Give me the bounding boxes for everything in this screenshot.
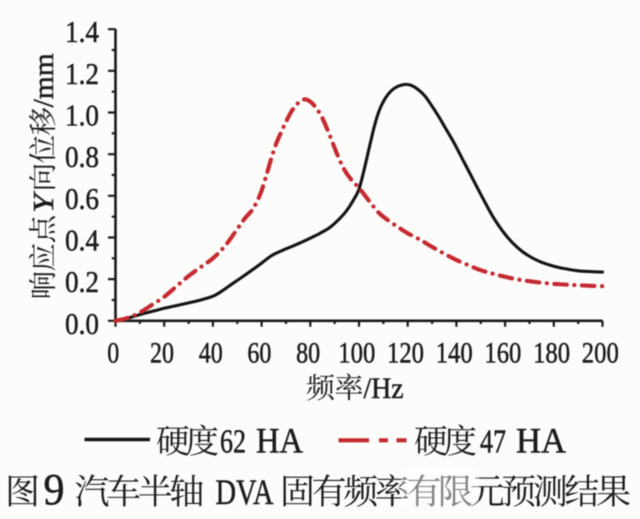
svg-text:100: 100 (338, 338, 375, 370)
svg-text:1.2: 1.2 (65, 56, 99, 91)
svg-text:HA: HA (516, 420, 566, 460)
svg-text:/mm: /mm (28, 53, 60, 107)
svg-text:0.4: 0.4 (65, 223, 99, 258)
svg-text:1.0: 1.0 (65, 98, 99, 133)
svg-text:0.0: 0.0 (65, 306, 99, 341)
svg-text:/Hz: /Hz (364, 372, 404, 405)
svg-text:DVA: DVA (216, 472, 274, 512)
svg-text:80: 80 (296, 338, 320, 370)
svg-text:140: 140 (436, 338, 473, 370)
svg-text:62: 62 (220, 423, 246, 460)
svg-text:HA: HA (256, 420, 303, 460)
svg-text:120: 120 (387, 338, 424, 370)
svg-text:0: 0 (107, 338, 119, 370)
svg-text:0.8: 0.8 (65, 139, 99, 174)
svg-text:0.6: 0.6 (65, 181, 99, 216)
svg-text:200: 200 (582, 338, 619, 370)
svg-text:180: 180 (533, 338, 570, 370)
svg-text:0.2: 0.2 (65, 264, 99, 299)
svg-text:9: 9 (44, 465, 65, 514)
svg-text:47: 47 (480, 423, 506, 460)
svg-text:Y: Y (28, 191, 60, 213)
svg-text:1.4: 1.4 (65, 14, 99, 49)
svg-text:60: 60 (247, 338, 271, 370)
svg-text:20: 20 (150, 338, 174, 370)
svg-text:160: 160 (484, 338, 521, 370)
svg-text:40: 40 (199, 338, 223, 370)
